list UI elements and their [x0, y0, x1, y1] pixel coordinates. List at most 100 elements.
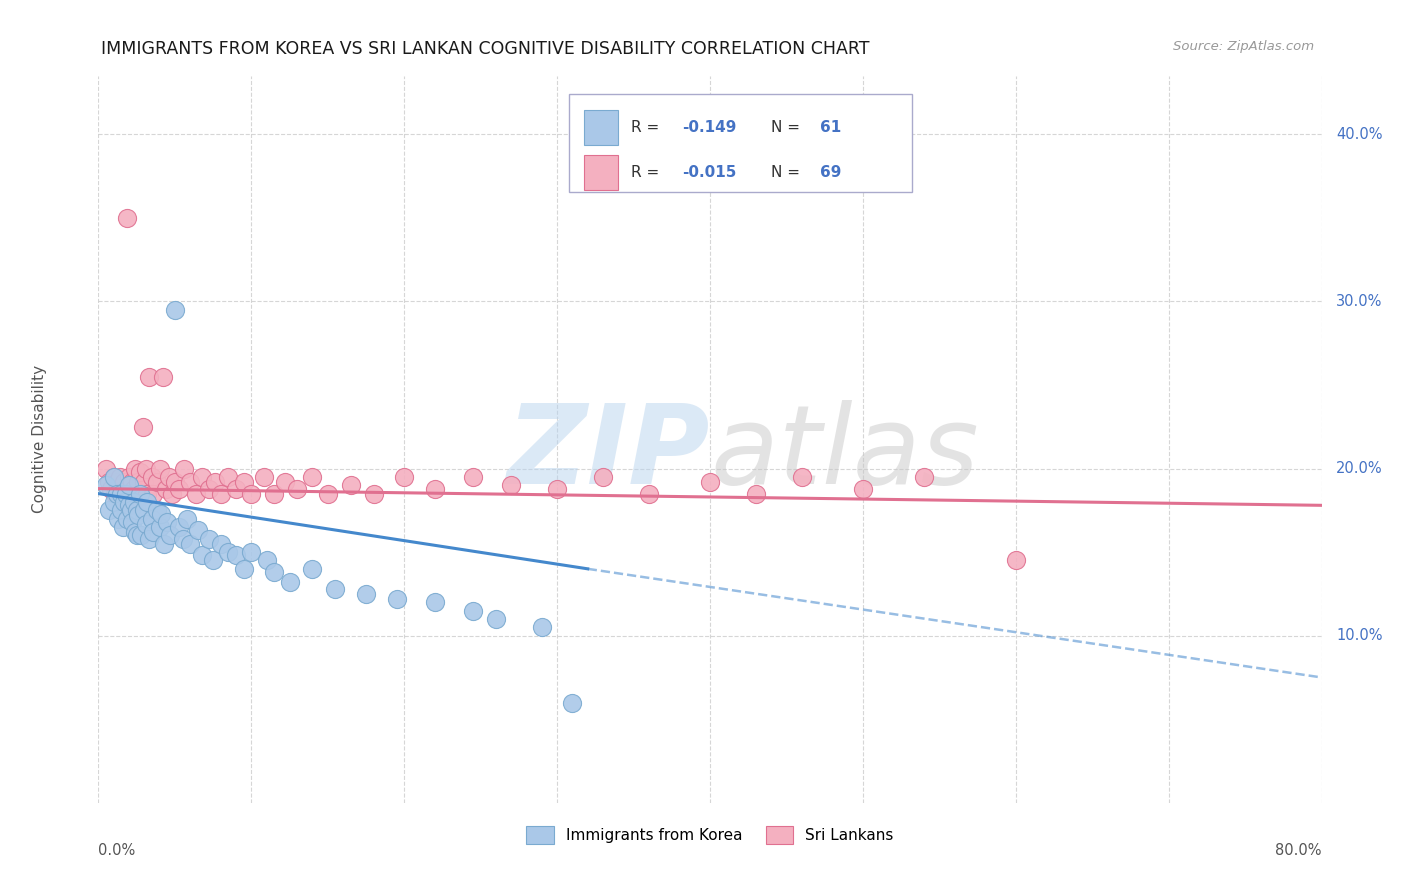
Point: [138, 532, 160, 546]
Point: [252, 470, 274, 484]
Point: [122, 482, 145, 496]
Point: [285, 482, 308, 496]
Point: [186, 486, 208, 500]
Point: [142, 524, 165, 539]
Point: [153, 537, 176, 551]
Point: [125, 528, 148, 542]
Text: 61: 61: [820, 120, 841, 135]
Point: [104, 486, 127, 500]
Text: 20.0%: 20.0%: [1336, 461, 1384, 476]
Text: R =: R =: [630, 120, 664, 135]
FancyBboxPatch shape: [569, 94, 912, 192]
Text: R =: R =: [630, 165, 664, 180]
Point: [263, 565, 285, 579]
Point: [232, 562, 254, 576]
Point: [115, 486, 138, 500]
Point: [392, 470, 416, 484]
Point: [232, 475, 254, 489]
Point: [94, 461, 117, 475]
Point: [546, 482, 568, 496]
Point: [385, 591, 408, 606]
Point: [173, 461, 195, 475]
Point: [461, 470, 484, 484]
Point: [110, 486, 132, 500]
Point: [149, 520, 172, 534]
Point: [107, 511, 129, 525]
Point: [217, 545, 239, 559]
Text: IMMIGRANTS FROM KOREA VS SRI LANKAN COGNITIVE DISABILITY CORRELATION CHART: IMMIGRANTS FROM KOREA VS SRI LANKAN COGN…: [101, 40, 870, 58]
Point: [301, 470, 323, 484]
Point: [179, 537, 201, 551]
Point: [176, 511, 198, 525]
Point: [142, 486, 165, 500]
Point: [134, 475, 156, 489]
FancyBboxPatch shape: [583, 110, 619, 145]
Point: [124, 461, 146, 475]
Point: [423, 595, 446, 609]
Point: [592, 470, 614, 484]
Point: [637, 486, 661, 500]
Text: 69: 69: [820, 165, 842, 180]
Text: 40.0%: 40.0%: [1336, 127, 1384, 142]
Point: [135, 516, 157, 531]
Point: [136, 495, 159, 509]
Point: [187, 524, 209, 538]
Point: [145, 475, 167, 489]
Point: [169, 520, 191, 534]
Point: [141, 511, 163, 525]
Point: [852, 482, 875, 496]
Point: [141, 470, 163, 484]
FancyBboxPatch shape: [583, 155, 619, 190]
Point: [98, 503, 121, 517]
Point: [145, 503, 167, 517]
Point: [115, 486, 138, 500]
Text: ZIP: ZIP: [506, 401, 710, 508]
Point: [100, 482, 122, 496]
Point: [111, 520, 134, 534]
Point: [138, 369, 160, 384]
Text: 30.0%: 30.0%: [1336, 294, 1382, 309]
Point: [263, 486, 285, 500]
Point: [94, 478, 117, 492]
Point: [256, 553, 278, 567]
Point: [163, 302, 186, 317]
Point: [301, 562, 323, 576]
Point: [191, 549, 214, 563]
Point: [155, 482, 177, 496]
Text: 80.0%: 80.0%: [1275, 843, 1322, 858]
Point: [125, 491, 148, 506]
Point: [209, 537, 232, 551]
Point: [118, 470, 141, 484]
Text: N =: N =: [772, 165, 806, 180]
Point: [274, 475, 297, 489]
Point: [912, 470, 935, 484]
Point: [107, 482, 129, 496]
Point: [121, 515, 143, 529]
Point: [127, 475, 149, 489]
Point: [225, 482, 247, 496]
Point: [112, 495, 135, 509]
Point: [202, 553, 225, 567]
Point: [191, 470, 214, 484]
Point: [159, 528, 181, 542]
Text: N =: N =: [772, 120, 806, 135]
Point: [157, 470, 180, 484]
Point: [135, 461, 157, 475]
Point: [461, 604, 484, 618]
Point: [129, 486, 152, 500]
Point: [423, 482, 446, 496]
Point: [790, 470, 813, 484]
Text: atlas: atlas: [710, 401, 979, 508]
Point: [128, 465, 150, 479]
Text: Cognitive Disability: Cognitive Disability: [32, 365, 48, 514]
Point: [169, 482, 191, 496]
Point: [240, 545, 263, 559]
Point: [485, 612, 508, 626]
Point: [128, 486, 150, 500]
Point: [149, 461, 172, 475]
Point: [339, 478, 361, 492]
Point: [278, 575, 301, 590]
Text: 0.0%: 0.0%: [98, 843, 135, 858]
Point: [132, 419, 155, 434]
Point: [163, 475, 186, 489]
